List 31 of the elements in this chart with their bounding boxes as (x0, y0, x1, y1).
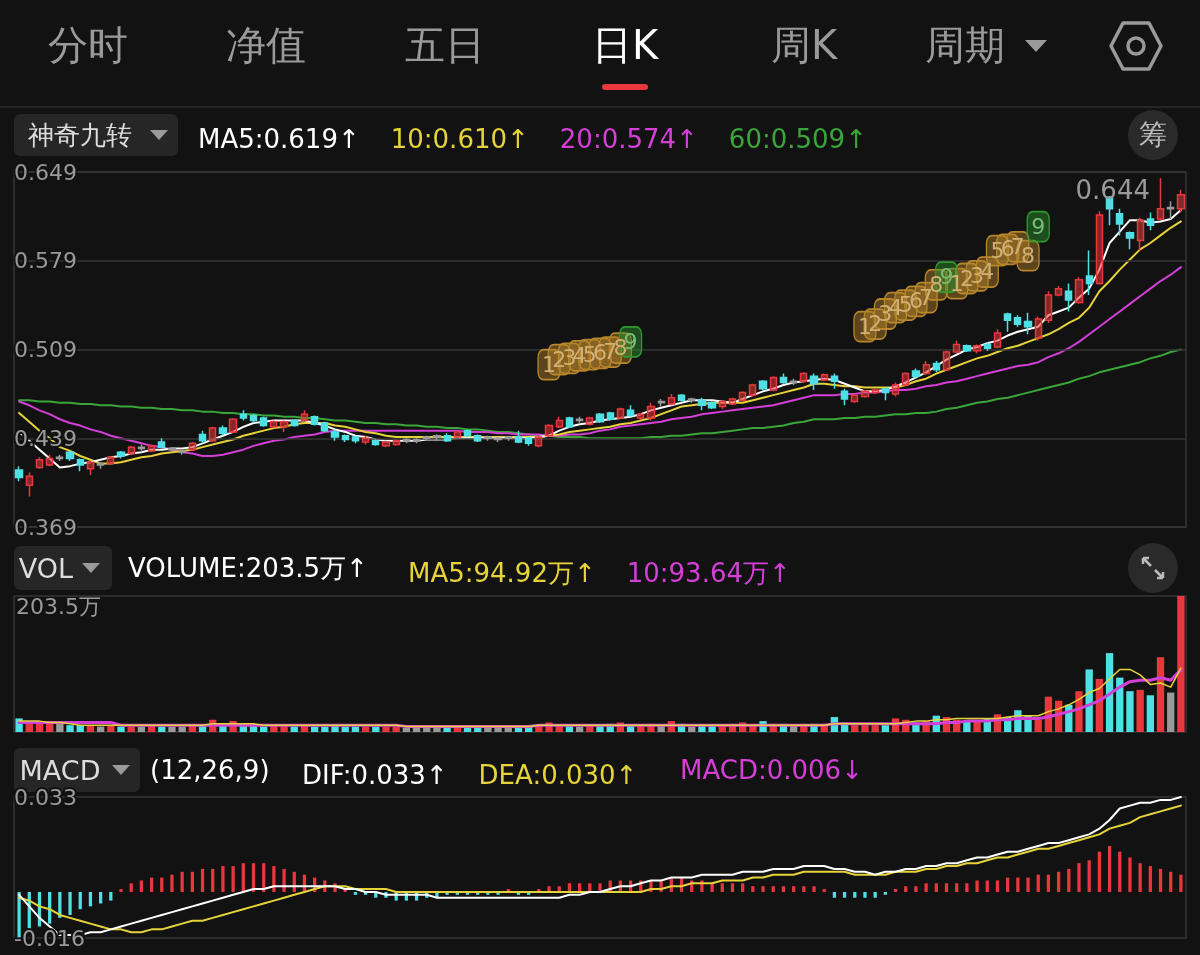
text: 神奇九转 (28, 120, 132, 150)
y-tick-label: 0.033 (14, 784, 77, 810)
text: MACD (19, 754, 101, 786)
y-tick-label: 0.649 (14, 159, 77, 185)
y-tick-label: 0.509 (14, 337, 77, 362)
text: 分时 (48, 22, 128, 68)
annotation: 0.644 (1075, 175, 1150, 205)
text: DEA:0.030↑ (478, 760, 638, 790)
text: MA5:94.92万↑ (408, 558, 596, 588)
annotation: 8 (1021, 242, 1036, 268)
text: 20:0.574↑ (559, 124, 698, 154)
y-tick-label: -0.016 (14, 925, 85, 951)
text: MA5:0.619↑ (198, 124, 360, 154)
annotation: 9 (1031, 213, 1046, 239)
text: 净值 (226, 22, 306, 68)
annotation: 203.5万 (16, 594, 101, 619)
text: 10:0.610↑ (390, 124, 529, 154)
text: 筹 (1139, 118, 1167, 151)
y-tick-label: 0.369 (14, 514, 77, 540)
text: 日K (591, 22, 659, 68)
text: 周K (770, 22, 838, 68)
text: DIF:0.033↑ (302, 760, 448, 790)
text: (12,26,9) (150, 755, 270, 785)
text: MACD:0.006↓ (680, 755, 863, 785)
text: 10:93.64万↑ (626, 558, 791, 588)
text: VOLUME:203.5万↑ (128, 553, 368, 583)
text: VOL (18, 552, 74, 584)
text: 五日 (405, 22, 485, 68)
text: 60:0.509↑ (728, 124, 867, 154)
y-tick-label: 0.579 (14, 248, 77, 274)
text: 周期 (925, 22, 1005, 68)
